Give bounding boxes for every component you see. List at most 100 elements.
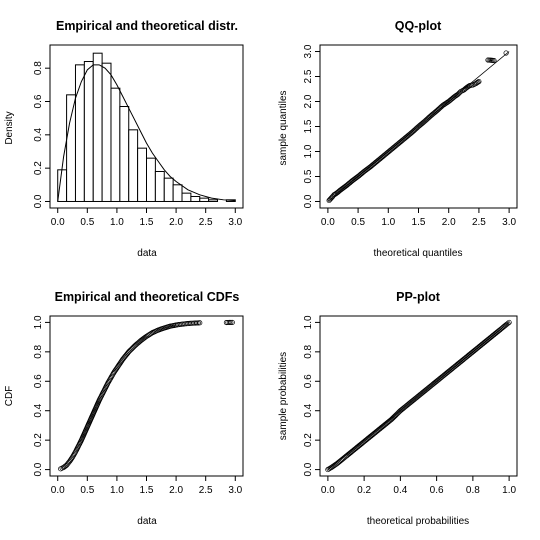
cdf-x-tick-label: 0.0: [51, 485, 65, 496]
cdf-y-label: CDF: [4, 386, 15, 407]
cdf-point: [107, 376, 113, 382]
pp-y-label: sample probabilities: [278, 352, 289, 440]
pp-y-tick-label: 0.2: [303, 433, 314, 447]
histogram-bar: [110, 87, 121, 202]
pp-point: [506, 319, 512, 325]
cdf-y-tick-label: 0.2: [33, 433, 44, 447]
cdf-panel: Empirical and theoretical CDFs data CDF …: [4, 290, 244, 527]
qq-x-tick-label: 2.5: [472, 217, 486, 228]
cdf-point: [69, 454, 76, 460]
density-y-tick-label: 0.2: [33, 161, 44, 175]
pp-y-tick-label: 0.4: [303, 403, 314, 417]
pp-point: [505, 320, 511, 326]
pp-point: [390, 415, 396, 421]
pp-point: [389, 416, 395, 422]
density-x-tick-label: 3.0: [228, 217, 242, 228]
pp-x-tick-label: 0.2: [357, 485, 371, 496]
cdf-point: [105, 380, 111, 386]
pp-point: [392, 413, 398, 419]
qq-point: [475, 79, 481, 85]
cdf-point: [228, 319, 234, 325]
histogram-bar: [154, 170, 165, 202]
histogram-bar: [163, 177, 174, 202]
cdf-x-tick-label: 2.5: [199, 485, 213, 496]
pp-plot-frame: [319, 315, 518, 477]
density-x-tick-label: 2.0: [169, 217, 183, 228]
histogram-bar: [181, 192, 192, 202]
cdf-x-tick-label: 0.5: [80, 485, 94, 496]
qq-x-tick-label: 0.5: [351, 217, 365, 228]
cdf-point: [71, 451, 77, 458]
cdf-y-tick-label: 1.0: [33, 315, 44, 329]
cdf-point: [70, 453, 76, 459]
pp-x-tick-label: 0.6: [430, 485, 444, 496]
histogram-bar: [92, 52, 103, 202]
cdf-y-tick-label: 0.4: [33, 403, 44, 417]
qq-y-label: sample quantiles: [278, 90, 289, 165]
cdf-point: [194, 320, 200, 326]
histogram-bar: [137, 147, 147, 202]
pp-panel: PP-plot theoretical probabilities sample…: [278, 290, 518, 527]
qq-point: [503, 50, 509, 56]
density-x-tick-label: 0.5: [80, 217, 94, 228]
density-x-tick-label: 0.0: [51, 217, 65, 228]
density-title: Empirical and theoretical distr.: [56, 19, 238, 33]
histogram-bar: [190, 195, 201, 202]
qq-x-tick-label: 3.0: [502, 217, 516, 228]
cdf-y-tick-label: 0.6: [33, 374, 44, 388]
qq-x-label: theoretical quantiles: [374, 248, 463, 259]
density-y-label: Density: [4, 111, 15, 144]
pp-x-tick-label: 0.0: [321, 485, 335, 496]
qq-point: [491, 57, 497, 64]
pp-y-tick-label: 0.8: [303, 344, 314, 358]
pp-point: [396, 409, 402, 416]
pp-point: [391, 414, 397, 420]
qq-x-tick-label: 1.5: [412, 217, 426, 228]
cdf-x-tick-label: 2.0: [169, 485, 183, 496]
density-y-tick-label: 0.6: [33, 94, 44, 108]
density-panel: Empirical and theoretical distr. data De…: [4, 19, 244, 259]
histogram-bar: [172, 184, 183, 202]
cdf-title: Empirical and theoretical CDFs: [55, 290, 240, 304]
histogram-bar: [146, 157, 156, 202]
pp-y-tick-label: 0.6: [303, 374, 314, 388]
histogram-bar: [208, 199, 219, 202]
cdf-point: [106, 377, 113, 383]
histogram-bar: [199, 197, 210, 202]
cdf-point: [226, 319, 232, 326]
density-y-tick-label: 0.4: [33, 127, 44, 141]
pp-y-tick-label: 1.0: [303, 315, 314, 329]
density-y-tick-label: 0.8: [33, 61, 44, 75]
pp-x-tick-label: 1.0: [502, 485, 516, 496]
density-x-tick-label: 1.5: [140, 217, 154, 228]
cdf-point: [229, 319, 235, 325]
cdf-point: [108, 375, 114, 381]
qq-y-tick-label: 1.5: [303, 119, 314, 133]
pp-title: PP-plot: [396, 290, 441, 304]
density-x-tick-label: 1.0: [110, 217, 124, 228]
qq-y-tick-label: 2.0: [303, 94, 314, 108]
qq-title: QQ-plot: [395, 19, 442, 33]
cdf-point: [106, 378, 112, 385]
histogram-bar: [119, 106, 130, 202]
cdf-point: [195, 320, 201, 326]
pp-x-label: theoretical probabilities: [367, 516, 469, 527]
pp-x-tick-label: 0.8: [466, 485, 480, 496]
cdf-y-tick-label: 0.8: [33, 344, 44, 358]
density-x-label: data: [137, 248, 157, 259]
cdf-point: [109, 373, 115, 379]
cdf-x-tick-label: 1.0: [110, 485, 124, 496]
pp-x-tick-label: 0.4: [393, 485, 407, 496]
qq-x-tick-label: 0.0: [321, 217, 335, 228]
qq-point: [476, 78, 482, 85]
histogram-bar: [83, 61, 94, 202]
histogram-bar: [101, 62, 112, 202]
qq-y-tick-label: 0.0: [303, 194, 314, 208]
qq-y-tick-label: 1.0: [303, 144, 314, 158]
histogram-bar: [128, 129, 139, 202]
pp-point: [388, 417, 394, 423]
qq-y-tick-label: 0.5: [303, 169, 314, 183]
qq-y-tick-label: 2.5: [303, 69, 314, 83]
pp-point: [395, 410, 401, 416]
